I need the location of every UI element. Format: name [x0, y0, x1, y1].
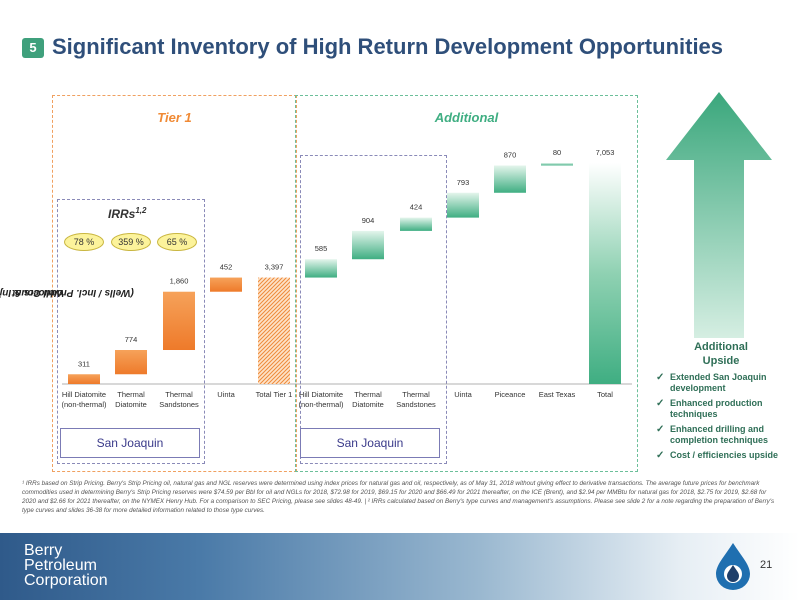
- x-tick-label-7-0: Thermal: [402, 390, 430, 399]
- upside-item-text: Extended San Joaquin development: [670, 372, 767, 393]
- additional-upside-panel: Additional Upside ✓ Extended San Joaquin …: [652, 340, 782, 465]
- berry-drop-logo-icon: [716, 543, 750, 590]
- upside-item: ✓ Cost / efficiencies upside: [652, 450, 782, 461]
- bar-9: [494, 165, 526, 193]
- upside-heading-line1: Additional: [694, 341, 748, 353]
- upside-heading-line2: Upside: [702, 355, 740, 367]
- footnote: ¹ IRRs based on Strip Pricing. Berry's S…: [22, 480, 775, 514]
- x-tick-label-0-1: (non-thermal): [61, 400, 107, 409]
- data-label-8: 793: [457, 178, 470, 187]
- data-label-4: 3,397: [265, 263, 284, 272]
- bar-1: [115, 350, 147, 375]
- check-icon: ✓: [656, 450, 665, 461]
- x-tick-label-0-0: Hill Diatomite: [62, 390, 106, 399]
- x-tick-label-6-0: Thermal: [354, 390, 382, 399]
- x-tick-label-4-0: Total Tier 1: [256, 390, 293, 399]
- bar-10: [541, 163, 573, 166]
- logo-line-2: Petroleum: [24, 557, 97, 574]
- san-joaquin-tier1-region: [57, 199, 205, 464]
- upside-item-text: Cost / efficiencies upside: [670, 450, 779, 460]
- data-label-1: 774: [125, 335, 138, 344]
- upside-item: ✓ Enhanced production techniques: [652, 398, 782, 420]
- irr-bubble-thermal-diatomite: 359 %: [111, 233, 151, 251]
- data-label-2: 1,860: [170, 277, 189, 286]
- x-tick-label-8-0: Uinta: [454, 390, 472, 399]
- bar-3: [210, 277, 242, 292]
- data-label-9: 870: [504, 151, 517, 160]
- x-tick-label-1-1: Diatomite: [115, 400, 147, 409]
- tier1-region: [52, 95, 297, 472]
- upside-arrow-shape: [666, 92, 772, 338]
- data-label-7: 424: [410, 203, 423, 212]
- page-number: 21: [760, 559, 773, 571]
- irr-bubble-thermal-sandstones: 65 %: [157, 233, 197, 251]
- check-icon: ✓: [656, 398, 665, 409]
- san-joaquin-tier1-label: San Joaquin: [60, 428, 200, 458]
- bar-11: [589, 163, 621, 384]
- upside-arrow: [666, 92, 772, 338]
- footer-band: Berry Petroleum Corporation 21: [0, 533, 800, 600]
- x-tick-label-2-1: Sandstones: [159, 400, 199, 409]
- upside-item-text: Enhanced production techniques: [670, 398, 763, 419]
- check-icon: ✓: [656, 424, 665, 435]
- logo-line-3: Corporation: [24, 572, 108, 589]
- upside-item: ✓ Extended San Joaquin development: [652, 372, 782, 394]
- additional-heading: Additional: [434, 110, 499, 125]
- x-tick-label-2-0: Thermal: [165, 390, 193, 399]
- x-tick-label-1-0: Thermal: [117, 390, 145, 399]
- data-label-0: 311: [78, 359, 90, 368]
- x-tick-label-7-1: Sandstones: [396, 400, 436, 409]
- upside-item-text: Enhanced drilling and completion techniq…: [670, 424, 769, 445]
- data-label-5: 585: [315, 244, 328, 253]
- x-tick-label-3-0: Uinta: [217, 390, 235, 399]
- bar-6: [352, 230, 384, 260]
- bar-0: [68, 374, 100, 384]
- x-tick-label-11-0: Total: [597, 390, 613, 399]
- logo-line-1: Berry: [24, 542, 63, 559]
- san-joaquin-additional-label: San Joaquin: [300, 428, 440, 458]
- bar-8: [447, 192, 479, 218]
- bar-2: [163, 291, 195, 351]
- bar-7: [400, 217, 432, 231]
- irr-bubble-hill-diatomite: 78 %: [64, 233, 104, 251]
- check-icon: ✓: [656, 372, 665, 383]
- data-label-10: 80: [553, 148, 561, 157]
- section-number-badge: 5: [22, 38, 44, 58]
- x-tick-label-10-0: East Texas: [539, 390, 576, 399]
- x-tick-label-5-1: (non-thermal): [298, 400, 344, 409]
- x-tick-label-6-1: Diatomite: [352, 400, 384, 409]
- x-tick-label-5-0: Hill Diatomite: [299, 390, 343, 399]
- irr-title-text: IRRs: [108, 207, 136, 221]
- san-joaquin-additional-region: [300, 155, 447, 464]
- x-tick-label-9-0: Piceance: [495, 390, 526, 399]
- irr-title-sup: 1,2: [135, 206, 147, 215]
- bar-5: [305, 259, 337, 278]
- data-label-6: 904: [362, 216, 375, 225]
- data-label-3: 452: [220, 263, 233, 272]
- additional-region: [295, 95, 638, 472]
- upside-heading: Additional Upside: [660, 340, 782, 368]
- tier1-heading: Tier 1: [157, 110, 192, 125]
- bar-4: [258, 277, 290, 384]
- irr-title: IRRs1,2: [108, 206, 146, 221]
- upside-item: ✓ Enhanced drilling and completion techni…: [652, 424, 782, 446]
- data-label-11: 7,053: [596, 148, 615, 157]
- slide-title: Significant Inventory of High Return Dev…: [52, 34, 724, 59]
- company-logo-text: Berry Petroleum Corporation: [24, 542, 108, 589]
